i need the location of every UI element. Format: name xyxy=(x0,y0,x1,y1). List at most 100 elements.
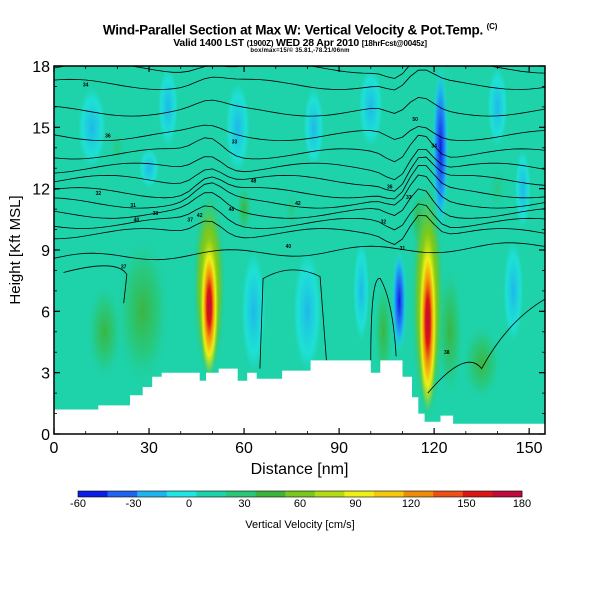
chart-subtitle-extra: box/max=15/© 35.81,-78.21/06nm xyxy=(250,48,350,54)
theta-contour-label: 32 xyxy=(96,191,102,197)
colorbar-frame xyxy=(77,490,523,498)
theta-contour-label: 40 xyxy=(286,244,292,250)
velocity-field: 34 36 33 32 31 40 38 37 48 42 50 34 36 33 32 31 40 38 37 48… xyxy=(54,66,545,434)
terrain-mask xyxy=(54,360,545,434)
downdraft-core xyxy=(432,66,449,230)
colorbar-bin xyxy=(314,491,345,497)
theta-contour-label: 42 xyxy=(295,201,301,207)
downdraft-patch xyxy=(293,251,322,372)
downdraft-patch xyxy=(503,240,524,341)
colorbar-bin xyxy=(433,491,464,497)
x-tick-label: 90 xyxy=(330,440,348,457)
updraft-patch xyxy=(461,322,502,403)
colorbar-bin xyxy=(403,491,434,497)
theta-contour-label: 34 xyxy=(83,82,89,88)
colorbar-bin xyxy=(462,491,493,497)
theta-contour-line xyxy=(54,69,545,91)
theta-contour-label: 33 xyxy=(232,140,238,146)
colorbar-bin xyxy=(78,491,108,497)
downdraft-patch xyxy=(353,240,370,341)
y-tick-label: 18 xyxy=(32,59,50,76)
theta-contour-line xyxy=(54,242,545,261)
colorbar-tick-label: -30 xyxy=(126,498,142,510)
theta-contour-line xyxy=(370,278,397,361)
x-tick-label: 60 xyxy=(235,440,253,457)
colorbar-bin xyxy=(492,491,523,497)
chart-subtitle: Valid 1400 LST (1900Z) WED 28 Apr 2010 [… xyxy=(173,37,427,49)
theta-contour-label: 48 xyxy=(229,207,235,213)
x-tick-label: 150 xyxy=(516,440,543,457)
theta-contour-line xyxy=(63,265,128,304)
colorbar-bin xyxy=(374,491,404,497)
theta-contour-label: 31 xyxy=(400,246,406,252)
colorbar-bin xyxy=(255,491,286,497)
y-axis-label: Height [Kft MSL] xyxy=(7,195,24,304)
theta-contour-line xyxy=(54,214,545,245)
theta-contour-label: 40 xyxy=(134,217,140,223)
downdraft-patch xyxy=(139,148,160,189)
y-tick-label: 0 xyxy=(41,427,50,444)
theta-contour-line xyxy=(54,149,545,181)
downdraft-patch xyxy=(358,66,383,147)
colorbar-tick-label: 30 xyxy=(238,498,250,510)
updraft-core xyxy=(418,231,437,412)
downdraft-patch xyxy=(514,148,531,229)
updraft-patch xyxy=(86,281,123,382)
colorbar-bin xyxy=(226,491,256,497)
colorbar-tick-label: -60 xyxy=(70,498,86,510)
colorbar-bin xyxy=(196,491,227,497)
downdraft-patch xyxy=(78,87,107,168)
colorbar-bin xyxy=(166,491,197,497)
updraft-patch xyxy=(373,276,394,387)
updraft-core xyxy=(200,236,219,376)
theta-contour-line xyxy=(54,134,545,163)
theta-contour-label: 48 xyxy=(251,178,257,184)
theta-contour-label: 38 xyxy=(444,350,450,356)
theta-contour-line xyxy=(54,188,545,219)
colorbar-tick-label: 60 xyxy=(294,498,306,510)
updraft-patch xyxy=(114,231,171,392)
updraft-patch xyxy=(283,187,300,232)
y-tick-label: 6 xyxy=(41,304,50,321)
theta-contour-line xyxy=(427,298,545,394)
downdraft-patch xyxy=(303,87,324,168)
y-tick-label: 3 xyxy=(41,366,50,383)
colorbar-tick-label: 90 xyxy=(349,498,361,510)
theta-contour-label: 32 xyxy=(381,219,387,225)
x-tick-label: 30 xyxy=(140,440,158,457)
downdraft-patch xyxy=(225,82,250,173)
theta-contour-line xyxy=(54,165,545,200)
colorbar-tick-label: 180 xyxy=(513,498,531,510)
downdraft-patch xyxy=(158,66,179,147)
colorbar-bin xyxy=(137,491,168,497)
colorbar-bin xyxy=(344,491,375,497)
theta-contour-label: 50 xyxy=(412,117,418,123)
theta-contour-label: 37 xyxy=(121,264,127,270)
theta-contour-label: 36 xyxy=(105,134,111,140)
y-tick-label: 15 xyxy=(32,120,50,137)
x-axis-label: Distance [nm] xyxy=(251,461,349,478)
chart-title: Wind-Parallel Section at Max W: Vertical… xyxy=(102,22,498,38)
x-tick-label: 0 xyxy=(50,440,59,457)
colorbar-tick-label: 150 xyxy=(457,498,475,510)
colorbar-bin xyxy=(285,491,316,497)
theta-contour-line xyxy=(54,96,545,117)
x-tick-label: 120 xyxy=(421,440,448,457)
downdraft-patch xyxy=(487,66,508,147)
theta-contour-line xyxy=(54,174,545,209)
colorbar-bin xyxy=(107,491,138,497)
theta-contour-line xyxy=(54,156,545,192)
theta-contour-line xyxy=(259,269,327,369)
theta-contour-label: 42 xyxy=(197,213,203,219)
updraft-patch xyxy=(487,163,508,214)
theta-contour-label: 37 xyxy=(187,217,193,223)
theta-contour-label: 36 xyxy=(387,185,393,191)
downdraft-patch xyxy=(241,251,266,372)
theta-contour-label: 34 xyxy=(431,144,437,150)
updraft-patch xyxy=(109,127,126,168)
colorbar-tick-label: 120 xyxy=(402,498,420,510)
colorbar-label: Vertical Velocity [cm/s] xyxy=(245,519,354,531)
y-tick-label: 12 xyxy=(32,182,50,199)
theta-contour-line xyxy=(54,124,545,142)
